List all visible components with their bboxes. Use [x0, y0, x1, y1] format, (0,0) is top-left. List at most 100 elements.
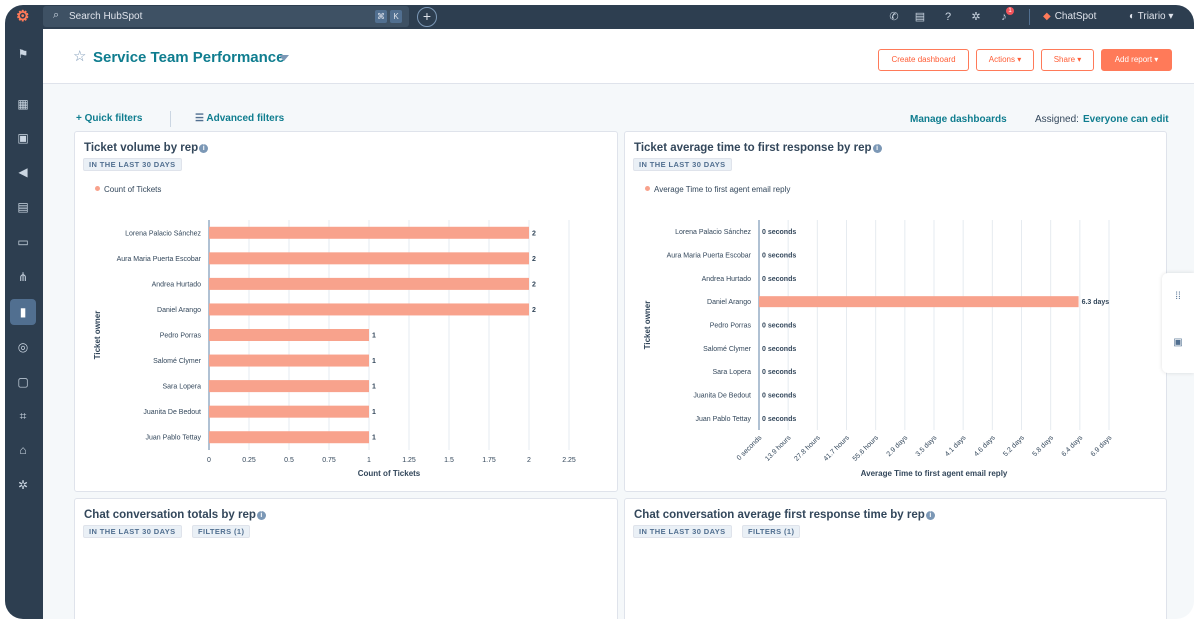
phone-icon[interactable]: ✆ — [889, 11, 899, 23]
y-tick-label: Juan Pablo Tettay — [145, 435, 201, 442]
x-axis-label: Count of Tickets — [358, 469, 421, 478]
settings-icon[interactable]: ✲ — [17, 478, 29, 492]
marketing-icon[interactable]: ◀ — [18, 165, 28, 179]
data-label: 6.3 days — [1082, 299, 1110, 306]
automations-icon[interactable]: ⋔ — [17, 270, 29, 284]
share-button[interactable]: Share ▾ — [1041, 49, 1094, 71]
y-tick-label: Juanita De Bedout — [143, 409, 201, 416]
reporting-icon[interactable]: ▮ — [10, 299, 36, 325]
y-tick-label: Lorena Palacio Sánchez — [125, 230, 201, 237]
report-card-first-response[interactable]: Ticket average time to first response by… — [624, 131, 1167, 492]
info-icon[interactable]: i — [872, 144, 882, 153]
commerce-icon[interactable]: ▭ — [17, 235, 29, 249]
notification-badge: 1 — [1006, 7, 1014, 15]
search-input[interactable]: ⌕ Search HubSpot ⌘ K — [43, 6, 409, 27]
bookmark-icon[interactable]: ⚑ — [17, 47, 29, 61]
y-tick-label: Andrea Hurtado — [152, 281, 202, 288]
chevron-down-icon[interactable] — [279, 55, 289, 61]
card-title: Ticket average time to first response by… — [634, 142, 882, 154]
data-label: 1 — [372, 333, 376, 340]
chatspot-button[interactable]: ◆ ChatSpot — [1043, 11, 1096, 22]
card-title-text: Ticket volume by rep — [84, 142, 199, 154]
date-range-tag: IN THE LAST 30 DAYS — [633, 525, 732, 538]
bar — [759, 296, 1079, 308]
data-label: 2 — [532, 307, 536, 314]
y-tick-label: Daniel Arango — [707, 299, 751, 306]
advanced-filters-button[interactable]: ☰ Advanced filters — [195, 113, 284, 124]
data-label: 1 — [372, 435, 376, 442]
y-tick-label: Juan Pablo Tettay — [695, 416, 751, 423]
sliders-icon: ☰ — [195, 113, 207, 124]
card-title: Ticket volume by rep i — [84, 142, 209, 154]
y-tick-label: Sara Lopera — [712, 369, 751, 376]
x-tick-label: 4.6 days — [973, 434, 997, 458]
x-tick-label: 1.25 — [402, 457, 416, 464]
bar — [209, 380, 369, 393]
x-tick-label: 2 — [527, 457, 531, 464]
add-report-button[interactable]: Add report ▾ — [1101, 49, 1172, 71]
card-title-text: Chat conversation totals by rep — [84, 509, 256, 521]
data-management-icon[interactable]: ◎ — [17, 340, 29, 354]
report-card-chat-totals[interactable]: Chat conversation totals by rep i IN THE … — [74, 498, 618, 619]
library-icon[interactable]: ▢ — [17, 375, 29, 389]
legend-swatch — [95, 186, 100, 191]
bar — [209, 252, 529, 265]
store-icon[interactable]: ▤ — [914, 11, 926, 23]
marketplace-icon[interactable]: ⌂ — [19, 443, 27, 457]
favorite-star-icon[interactable]: ☆ — [73, 48, 87, 65]
data-label: 0 seconds — [762, 393, 796, 400]
avatar: ◐ — [1129, 11, 1138, 22]
x-tick-label: 2.25 — [562, 457, 576, 464]
development-icon[interactable]: ⌗ — [19, 409, 27, 423]
contacts-icon[interactable]: ▣ — [17, 131, 29, 145]
plus-icon: + — [76, 113, 85, 124]
x-tick-label: 0.25 — [242, 457, 256, 464]
kbd-cmd-key: ⌘ — [375, 10, 387, 23]
manage-dashboards-link[interactable]: Manage dashboards — [910, 114, 1007, 125]
dashboard-header: ☆ Service Team Performance Create dashbo… — [43, 29, 1194, 84]
legend-swatch — [645, 186, 650, 191]
page-title[interactable]: Service Team Performance — [93, 49, 285, 66]
filters-tag[interactable]: FILTERS (1) — [742, 525, 801, 538]
workspaces-icon[interactable]: ▦ — [17, 97, 29, 111]
x-tick-label: 27.8 hours — [793, 434, 822, 463]
y-tick-label: Salomé Clymer — [703, 346, 752, 353]
info-icon[interactable]: i — [256, 511, 266, 520]
data-label: 1 — [372, 409, 376, 416]
legend-label: Average Time to first agent email reply — [654, 185, 791, 194]
hubspot-logo-icon[interactable]: ⚙ — [16, 8, 30, 25]
left-sidebar: ⚑ ▦ ▣ ◀ ▤ ▭ ⋔ ▮ ◎ ▢ ⌗ ⌂ ✲ — [5, 29, 43, 619]
bar — [209, 354, 369, 367]
create-new-button[interactable]: + — [417, 7, 437, 27]
account-label: Triario — [1137, 11, 1166, 22]
assigned-value-link[interactable]: Everyone can edit — [1083, 114, 1169, 125]
data-label: 1 — [372, 384, 376, 391]
y-tick-label: Daniel Arango — [157, 307, 201, 314]
report-card-chat-first-response[interactable]: Chat conversation average first response… — [624, 498, 1167, 619]
assigned-label: Assigned: — [1035, 114, 1079, 125]
filters-tag[interactable]: FILTERS (1) — [192, 525, 251, 538]
content-icon[interactable]: ▤ — [17, 200, 29, 214]
card-title-text: Ticket average time to first response by… — [634, 142, 872, 154]
account-menu[interactable]: ◐ Triario ▾ — [1129, 11, 1173, 22]
x-tick-label: 0.5 — [284, 457, 294, 464]
ticket-volume-chart: 0 0.25 0.5 0.75 1 1.25 1.5 1.75 2 2.25 Lorena Pala… — [93, 220, 576, 478]
x-tick-label: 41.7 hours — [823, 434, 852, 463]
actions-button[interactable]: Actions ▾ — [976, 49, 1034, 71]
legend-label: Count of Tickets — [104, 185, 162, 194]
report-card-ticket-volume[interactable]: Ticket volume by rep i IN THE LAST 30 DAY… — [74, 131, 618, 492]
quick-filters-button[interactable]: + Quick filters — [76, 113, 142, 124]
chart-legend: Average Time to first agent email reply — [645, 185, 790, 194]
info-icon[interactable]: i — [199, 144, 209, 153]
x-tick-label: 3.5 days — [915, 434, 939, 458]
apps-grid-icon[interactable]: ⁞⁞ — [1175, 291, 1181, 302]
x-tick-label: 1.75 — [482, 457, 496, 464]
data-label: 2 — [532, 281, 536, 288]
chat-icon[interactable]: ▣ — [1173, 337, 1183, 348]
bar — [209, 431, 369, 444]
bell-icon[interactable]: ♪ — [1001, 11, 1007, 23]
info-icon[interactable]: i — [925, 511, 935, 520]
settings-icon[interactable]: ✲ — [971, 11, 981, 23]
create-dashboard-button[interactable]: Create dashboard — [878, 49, 969, 71]
help-icon[interactable]: ? — [944, 11, 952, 23]
